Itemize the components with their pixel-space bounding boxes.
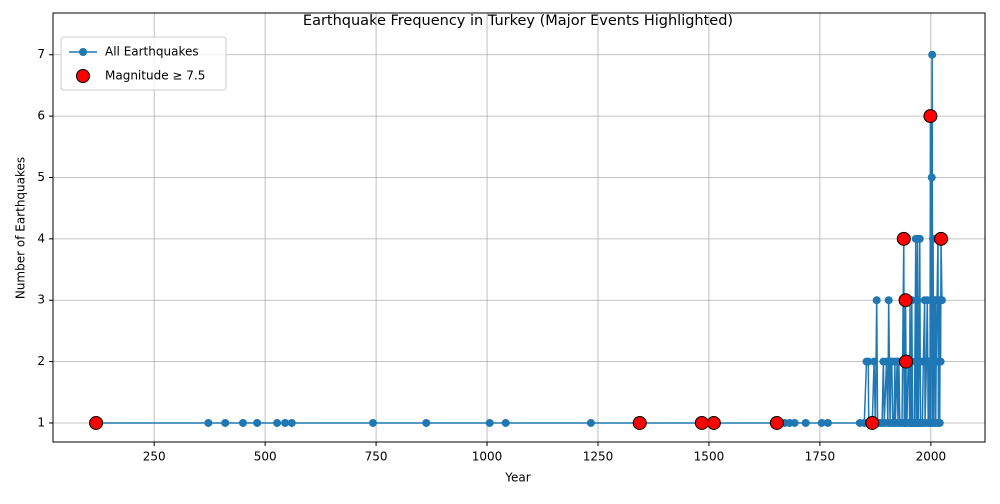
y-tick-label: 3 (37, 293, 45, 307)
point (913, 296, 922, 305)
point (790, 418, 799, 427)
highlight-point (896, 231, 911, 246)
point (927, 173, 936, 182)
point (281, 418, 290, 427)
point (485, 418, 494, 427)
point (422, 418, 431, 427)
highlight-point (632, 415, 647, 430)
legend-marker (79, 48, 87, 56)
legend-label: All Earthquakes (105, 45, 199, 59)
point (915, 234, 924, 243)
point (253, 418, 262, 427)
point (884, 296, 893, 305)
point (204, 418, 213, 427)
point (501, 418, 510, 427)
chart-title: Earthquake Frequency in Turkey (Major Ev… (303, 13, 733, 29)
point (801, 418, 810, 427)
highlight-point (899, 354, 914, 369)
point (936, 357, 945, 366)
y-tick-label: 6 (37, 109, 45, 123)
point (586, 418, 595, 427)
point (937, 296, 946, 305)
highlight-point (923, 109, 938, 124)
highlight-point (706, 415, 721, 430)
highlight-point (694, 415, 709, 430)
point (238, 418, 247, 427)
legend-label: Magnitude ≥ 7.5 (105, 69, 205, 83)
highlight-point (865, 415, 880, 430)
x-tick-label: 500 (254, 450, 277, 464)
point (935, 418, 944, 427)
point (864, 357, 873, 366)
point (221, 418, 230, 427)
y-tick-label: 1 (37, 415, 45, 429)
point (923, 296, 932, 305)
x-tick-label: 2000 (916, 450, 947, 464)
point (368, 418, 377, 427)
point (823, 418, 832, 427)
point (287, 418, 296, 427)
x-tick-label: 1250 (583, 450, 614, 464)
y-axis-label: Number of Earthquakes (14, 157, 28, 299)
point (928, 50, 937, 59)
highlight-point (89, 415, 104, 430)
y-tick-label: 5 (37, 170, 45, 184)
point (872, 296, 881, 305)
point (817, 418, 826, 427)
y-tick-label: 4 (37, 231, 45, 245)
x-tick-label: 1000 (472, 450, 503, 464)
plot-frame (52, 12, 986, 443)
legend-marker (76, 69, 90, 83)
y-tick-label: 2 (37, 354, 45, 368)
x-tick-label: 750 (365, 450, 388, 464)
point (870, 357, 879, 366)
highlight-point (898, 293, 913, 308)
highlight-point (934, 231, 949, 246)
x-tick-label: 1750 (805, 450, 836, 464)
y-tick-label: 7 (37, 47, 45, 61)
x-tick-label: 1500 (694, 450, 725, 464)
x-tick-label: 250 (143, 450, 166, 464)
point (273, 418, 282, 427)
legend-box (60, 36, 227, 91)
x-axis-label: Year (504, 471, 530, 485)
highlight-point (769, 415, 784, 430)
